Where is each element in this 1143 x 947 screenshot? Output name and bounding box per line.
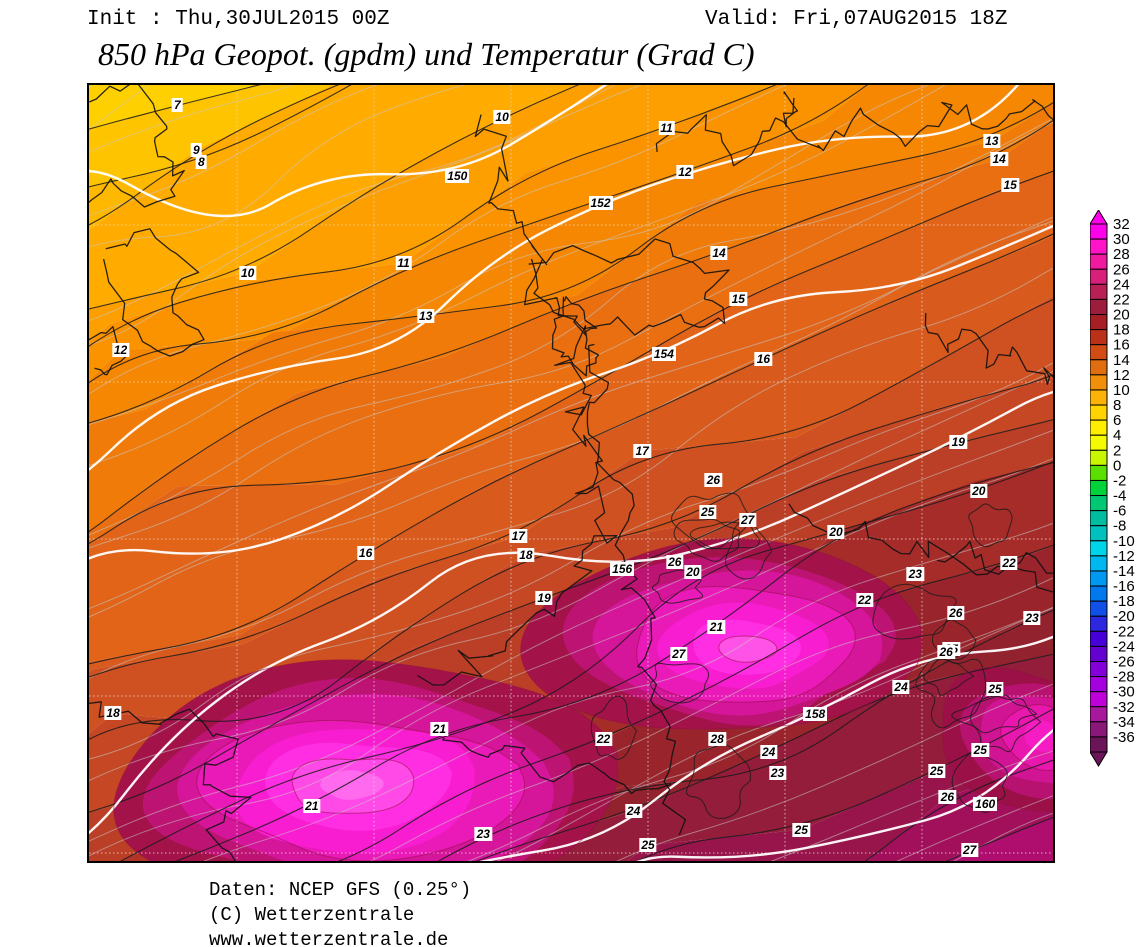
svg-text:-36: -36 <box>1113 729 1135 746</box>
